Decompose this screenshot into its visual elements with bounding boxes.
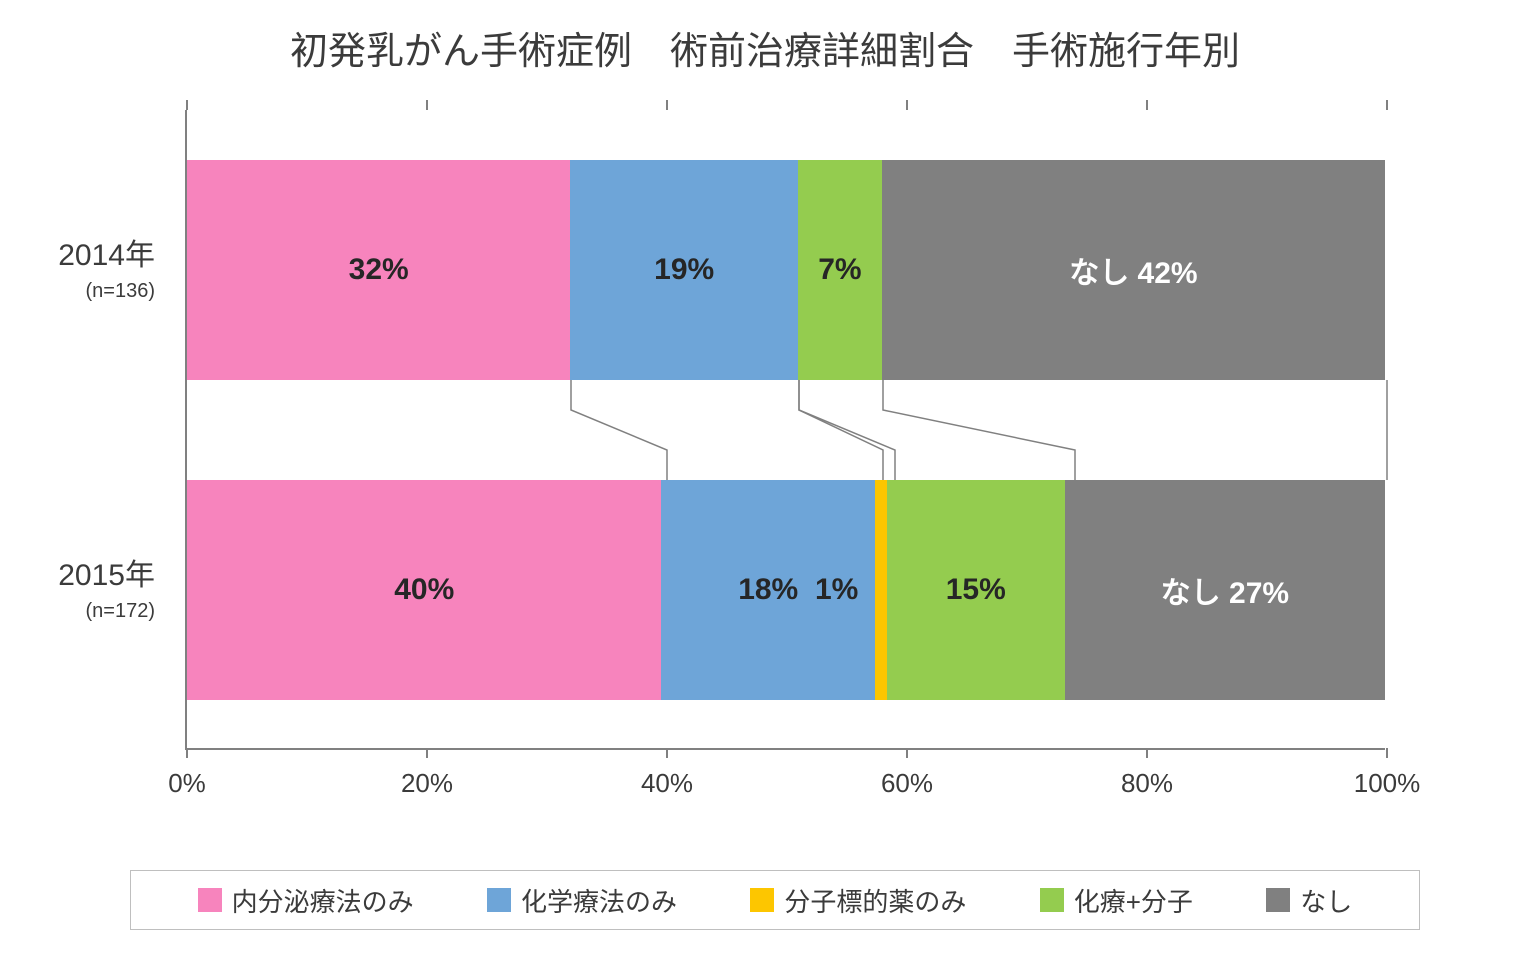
x-axis-label: 20% [401,768,453,799]
bar-segment-label: 18% [738,573,798,607]
axis-tick [426,748,428,758]
legend-swatch [750,888,774,912]
legend-label: なし [1300,882,1352,919]
legend-item: 分子標的薬のみ [750,882,966,919]
bar-segment: 40% [187,480,661,700]
category-label: 2015年 (n=172) [0,550,155,623]
legend: 内分泌療法のみ 化学療法のみ 分子標的薬のみ 化療+分子 なし [130,870,1420,930]
connector-line [883,380,1075,480]
legend-item: 内分泌療法のみ [198,882,414,919]
legend-item: なし [1266,882,1352,919]
legend-item: 化療+分子 [1040,882,1193,919]
x-axis-label: 80% [1121,768,1173,799]
axis-tick [906,748,908,758]
bar-row: 40% 18% 1% 15% なし 27% [187,480,1385,700]
bar-segment-label: 40% [394,573,454,607]
legend-label: 内分泌療法のみ [232,882,414,919]
bar-segment-label: なし 42% [1069,248,1197,292]
plot-area: 0%20%40%60%80%100%32%19%7%なし 42%40%18%1%… [185,110,1385,750]
axis-tick [1386,100,1388,110]
legend-label: 化学療法のみ [521,882,677,919]
bar-segment-label: 19% [654,253,714,287]
legend-swatch [487,888,511,912]
category-label-main: 2014年 [0,230,155,274]
axis-tick [186,748,188,758]
legend-swatch [198,888,222,912]
axis-tick [186,100,188,110]
legend-label: 化療+分子 [1074,882,1193,919]
x-axis-label: 100% [1354,768,1421,799]
category-label-main: 2015年 [0,550,155,594]
connector-line [799,380,895,480]
bar-segment-label: 1% [815,573,858,607]
category-label: 2014年 (n=136) [0,230,155,303]
axis-tick [1386,748,1388,758]
chart-title: 初発乳がん手術症例 術前治療詳細割合 手術施行年別 [0,20,1530,75]
axis-tick [1146,748,1148,758]
connector-line [799,380,883,480]
bar-segment-label: なし 27% [1161,568,1289,612]
category-label-sub: (n=172) [0,600,155,623]
category-label-sub: (n=136) [0,280,155,303]
axis-tick [906,100,908,110]
x-axis-label: 0% [168,768,206,799]
axis-tick [1146,100,1148,110]
legend-label: 分子標的薬のみ [784,882,966,919]
connector-line [571,380,667,480]
bar-segment-label: 15% [946,573,1006,607]
bar-segment-label: 7% [818,253,861,287]
bar-segment: なし 27% [1065,480,1385,700]
legend-item: 化学療法のみ [487,882,677,919]
legend-swatch [1266,888,1290,912]
axis-tick [666,100,668,110]
axis-tick [426,100,428,110]
bar-row: 32% 19% 7% なし 42% [187,160,1385,380]
bar-segment: 7% [798,160,882,380]
x-axis-label: 40% [641,768,693,799]
bar-segment: 32% [187,160,570,380]
axis-tick [666,748,668,758]
bar-segment: 19% [570,160,798,380]
chart-stage: 初発乳がん手術症例 術前治療詳細割合 手術施行年別 0% 20% 40% 60% 80%… [0,0,1530,977]
bar-segment-label: 32% [349,253,409,287]
legend-swatch [1040,888,1064,912]
x-axis-label: 60% [881,768,933,799]
bar-segment: 1% [875,480,887,700]
bar-segment: なし 42% [882,160,1385,380]
bar-segment: 15% [887,480,1065,700]
